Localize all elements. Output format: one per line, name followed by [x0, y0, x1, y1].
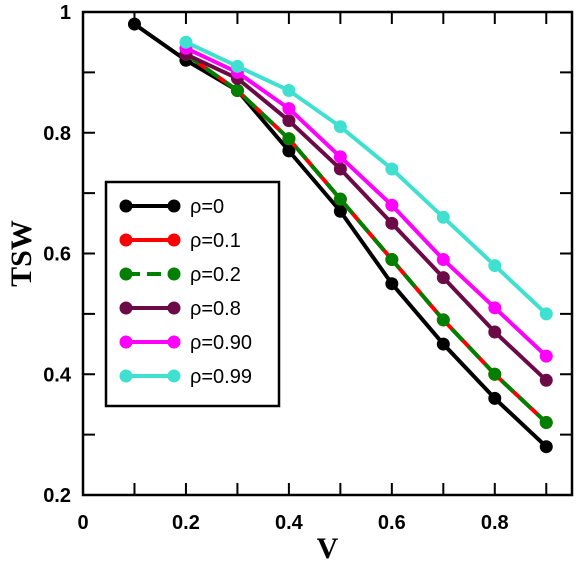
series-point: [282, 83, 296, 97]
legend-label: ρ=0.1: [190, 230, 241, 252]
series-point: [282, 144, 296, 158]
series-layer: [127, 17, 553, 454]
series-line: [184, 52, 548, 425]
series-point: [333, 192, 347, 206]
legend-marker: [167, 267, 181, 281]
series-point: [436, 210, 450, 224]
legend-marker: [167, 369, 181, 383]
series-point: [488, 259, 502, 273]
series-point: [436, 253, 450, 267]
tick-labels: 0 0.2 0.4 0.6 0.8 0.2 0.4 0.6 0.8 1: [43, 2, 509, 534]
series-point: [488, 301, 502, 315]
x-axis-title: V: [317, 532, 339, 563]
series-point: [488, 391, 502, 405]
x-tick-label: 0.6: [378, 512, 406, 534]
series-point: [230, 83, 244, 97]
series-point: [385, 216, 399, 230]
series-5: [179, 35, 553, 321]
legend-marker: [167, 335, 181, 349]
series-point: [333, 204, 347, 218]
series-point: [385, 277, 399, 291]
legend-marker: [167, 199, 181, 213]
series-line: [185, 52, 548, 382]
legend-marker: [119, 301, 133, 315]
legend-marker: [119, 267, 133, 281]
series-point: [230, 59, 244, 73]
y-tick-label: 0.4: [43, 364, 72, 386]
legend-marker: [167, 233, 181, 247]
legend-box: [104, 180, 281, 408]
series-point: [179, 35, 193, 49]
series-point: [539, 440, 553, 454]
series-point: [539, 349, 553, 363]
series-point: [282, 102, 296, 116]
series-line: [185, 46, 548, 358]
series-point: [333, 150, 347, 164]
series-point: [385, 253, 399, 267]
series-point: [282, 132, 296, 146]
legend: ρ=0 ρ=0.1 ρ=0.2 ρ=0.8 ρ=0.90 ρ=0.99: [104, 180, 281, 408]
y-tick-label: 1: [60, 2, 71, 24]
series-point: [436, 337, 450, 351]
legend-label: ρ=0.90: [190, 332, 252, 354]
series-point: [539, 373, 553, 387]
series-point: [539, 307, 553, 321]
series-point: [488, 367, 502, 381]
series-point: [282, 114, 296, 128]
series-point: [385, 162, 399, 176]
x-tick-label: 0.8: [481, 512, 509, 534]
series-point: [333, 120, 347, 134]
legend-marker: [119, 335, 133, 349]
x-tick-label: 0.4: [275, 512, 304, 534]
x-tick-label: 0.2: [172, 512, 200, 534]
x-tick-label: 0: [77, 512, 88, 534]
y-axis-title: TSW: [5, 220, 38, 287]
y-tick-label: 0.2: [43, 485, 71, 507]
plot-frame: [81, 10, 574, 497]
series-point: [127, 17, 141, 31]
series-point: [385, 198, 399, 212]
series-point: [436, 313, 450, 327]
series-line: [185, 40, 548, 316]
legend-marker: [119, 199, 133, 213]
series-point: [436, 271, 450, 285]
series-point: [488, 325, 502, 339]
legend-label: ρ=0.8: [190, 298, 241, 320]
legend-marker: [119, 233, 133, 247]
legend-label: ρ=0.2: [190, 264, 241, 286]
legend-marker: [167, 301, 181, 315]
y-tick-label: 0.6: [43, 244, 71, 266]
y-tick-label: 0.8: [43, 123, 71, 145]
series-point: [333, 162, 347, 176]
legend-label: ρ=0: [190, 196, 224, 218]
legend-marker: [119, 369, 133, 383]
legend-label: ρ=0.99: [190, 366, 252, 388]
series-point: [539, 416, 553, 430]
